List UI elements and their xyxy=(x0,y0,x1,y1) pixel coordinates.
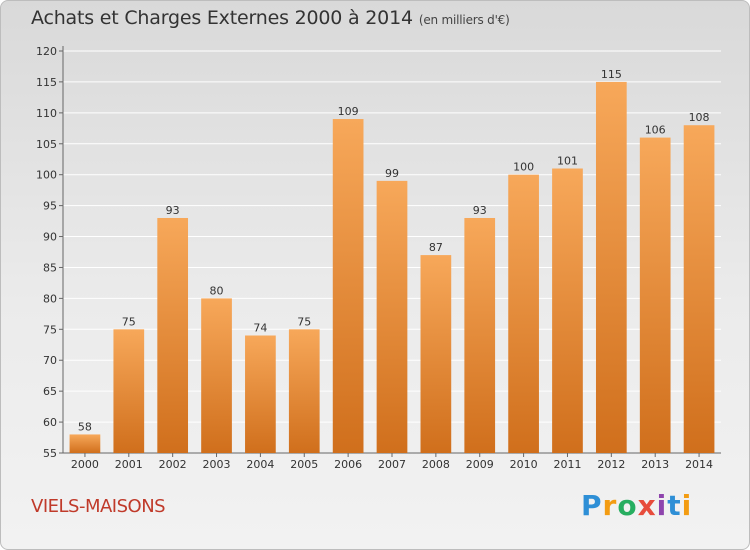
data-label-2000: 58 xyxy=(78,420,92,433)
y-tick-label: 75 xyxy=(43,323,57,336)
chart-title-text: Achats et Charges Externes 2000 à 2014 xyxy=(31,7,413,29)
data-label-2011: 101 xyxy=(557,155,578,168)
data-label-2009: 93 xyxy=(473,204,487,217)
logo-letter: o xyxy=(617,489,638,522)
bar-2002 xyxy=(157,217,189,453)
x-tick-label-2000: 2000 xyxy=(71,458,99,471)
x-tick-label-2002: 2002 xyxy=(159,458,187,471)
city-name: VIELS-MAISONS xyxy=(31,496,166,517)
y-tick-label: 90 xyxy=(43,231,57,244)
bar-layer xyxy=(69,81,715,454)
x-tick-label-2004: 2004 xyxy=(246,458,274,471)
data-label-2006: 109 xyxy=(338,105,359,118)
x-tick-label-2008: 2008 xyxy=(422,458,450,471)
data-label-2002: 93 xyxy=(166,204,180,217)
y-tick-label: 80 xyxy=(43,292,57,305)
x-tick-label-2011: 2011 xyxy=(553,458,581,471)
data-label-2010: 100 xyxy=(513,161,534,174)
bar-2014 xyxy=(683,125,715,453)
logo-letter: P xyxy=(581,489,603,522)
y-tick-label: 100 xyxy=(36,169,57,182)
y-tick-label: 60 xyxy=(43,416,57,429)
y-tick-label: 85 xyxy=(43,261,57,274)
y-tick-label: 70 xyxy=(43,354,57,367)
bar-2011 xyxy=(552,168,583,453)
x-tick-label-2001: 2001 xyxy=(115,458,143,471)
data-label-2014: 108 xyxy=(689,111,710,124)
x-tick-label-2010: 2010 xyxy=(510,458,538,471)
x-tick-label-2013: 2013 xyxy=(641,458,669,471)
bar-2001 xyxy=(113,329,145,453)
bar-2008 xyxy=(420,255,452,453)
logo-letter: i xyxy=(681,489,693,522)
bar-2010 xyxy=(508,174,539,453)
bar-2006 xyxy=(332,119,364,454)
x-tick-label-2009: 2009 xyxy=(466,458,494,471)
data-label-2003: 80 xyxy=(210,284,224,297)
y-tick-label: 55 xyxy=(43,447,57,460)
x-tick-label-2014: 2014 xyxy=(685,458,713,471)
logo-letter: i xyxy=(656,489,668,522)
bar-2009 xyxy=(464,217,496,453)
bar-2013 xyxy=(639,137,671,454)
y-tick-label: 95 xyxy=(43,200,57,213)
data-label-2004: 74 xyxy=(253,321,267,334)
bar-2005 xyxy=(288,329,320,453)
bar-2012 xyxy=(595,81,627,453)
y-tick-label: 65 xyxy=(43,385,57,398)
y-tick-label: 115 xyxy=(36,76,57,89)
x-tick-label-2003: 2003 xyxy=(203,458,231,471)
bar-2003 xyxy=(201,298,232,453)
proxiti-logo: Proxiti xyxy=(581,489,692,522)
logo-letter: x xyxy=(637,489,657,522)
bar-2004 xyxy=(245,335,276,453)
data-label-2013: 106 xyxy=(645,124,666,137)
y-tick-label: 105 xyxy=(36,138,57,151)
logo-letter: t xyxy=(667,489,682,522)
x-tick-label-2007: 2007 xyxy=(378,458,406,471)
bar-2007 xyxy=(376,180,408,453)
y-tick-label: 110 xyxy=(36,107,57,120)
data-label-2001: 75 xyxy=(122,315,136,328)
bar-2000 xyxy=(69,434,101,453)
data-label-2012: 115 xyxy=(601,68,622,81)
x-tick-label-2005: 2005 xyxy=(290,458,318,471)
chart-title: Achats et Charges Externes 2000 à 2014 (e… xyxy=(31,7,510,29)
x-tick-label-2006: 2006 xyxy=(334,458,362,471)
label-layer: 58 75 93 80 74 75 109 99 87 93 100 101 115 106 108 xyxy=(78,68,710,434)
data-label-2007: 99 xyxy=(385,167,399,180)
x-tick-label-2012: 2012 xyxy=(597,458,625,471)
chart-unit: (en milliers d'€) xyxy=(418,13,510,27)
logo-letter: r xyxy=(602,489,618,522)
data-label-2005: 75 xyxy=(297,315,311,328)
y-tick-label: 120 xyxy=(36,45,57,58)
data-label-2008: 87 xyxy=(429,241,443,254)
